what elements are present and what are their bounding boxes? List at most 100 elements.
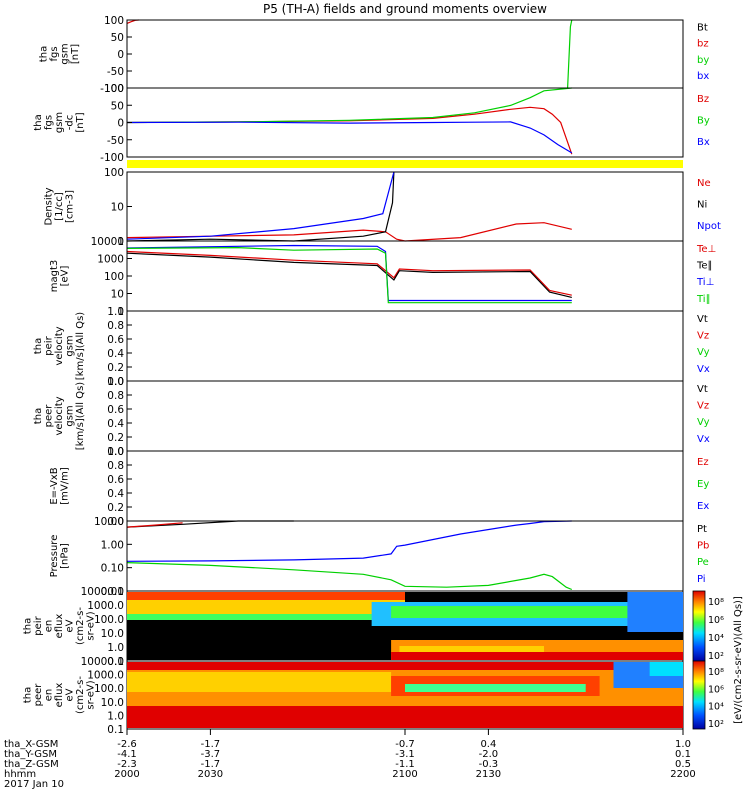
time-tick-label: 2100 (392, 769, 417, 780)
legend-Vt: Vt (697, 384, 708, 395)
series-Ti⊥ (126, 244, 572, 302)
legend-Ni: Ni (697, 200, 707, 211)
legend-Vz: Vz (697, 401, 709, 412)
panel-peer_velocity: 1.0 0.8 0.6 0.4 0.2 0.0 tha peer velocity gsm [km/… (33, 376, 710, 458)
y-tick-label: 100 (104, 83, 124, 95)
time-tick-label: -1.1 (395, 759, 415, 770)
legend-Bx: Bx (697, 137, 710, 148)
legend-Ti⊥: Ti⊥ (696, 277, 714, 288)
y-axis-label: [nT] (70, 44, 81, 64)
peir-yellow-base (399, 646, 544, 652)
y-tick-label: 0.01 (101, 586, 124, 598)
time-tick-label: 2000 (114, 769, 139, 780)
y-axis-label: Density (44, 187, 55, 225)
time-tick-label: -1.7 (201, 759, 221, 770)
legend-Npot: Npot (697, 221, 721, 232)
colorbar-tick-label: 10⁸ (708, 597, 724, 608)
time-tick-label: 1.0 (675, 739, 691, 750)
legend-Vy: Vy (697, 347, 710, 358)
series-bz (126, 19, 139, 24)
time-tick-label: -2.3 (117, 759, 137, 770)
y-axis-label: Pressure (49, 535, 60, 578)
y-axis-label: eflux (54, 614, 65, 639)
y-tick-label: 0.4 (107, 488, 124, 500)
peir-band-high (127, 592, 405, 600)
peer-green-stripe (405, 684, 586, 692)
legend-Te∥: Te∥ (696, 261, 713, 272)
series-Te∥ (126, 252, 572, 298)
y-tick-label: 0.6 (107, 404, 124, 416)
time-tick-label: -2.0 (479, 749, 499, 760)
y-tick-label: -100 (100, 83, 124, 95)
panel-efield: 1.0 0.8 0.6 0.4 0.2 0.0 E=-VxB [mV/m] Ez Ey Ex (49, 446, 710, 528)
y-tick-label: 1.0 (107, 710, 124, 722)
y-axis-label: [1/cc] (54, 192, 65, 221)
panel-frame (126, 450, 684, 522)
legend-Ex: Ex (697, 501, 709, 512)
y-tick-label: 100 (104, 271, 124, 283)
legend-Ez: Ez (697, 457, 709, 468)
series-Pe (126, 562, 573, 591)
y-axis-label: -dc (65, 115, 76, 130)
colorbar-tick-label: 10⁶ (708, 684, 724, 695)
y-tick-label: 10 (111, 202, 124, 214)
y-tick-label: 1 (117, 236, 124, 248)
panel-frame (126, 520, 684, 592)
y-axis-label: velocity (54, 396, 65, 435)
time-tick-label: -0.7 (395, 739, 415, 750)
y-tick-label: 0.6 (107, 474, 124, 486)
y-tick-label: 0.4 (107, 418, 124, 430)
colorbars: 10⁸ 10⁶ 10⁴ 10² 10⁸ 10⁶ 10⁴ 10² [eV/(cm2-s-sr-eV… (692, 590, 744, 730)
y-axis-label: magt3 (49, 260, 60, 293)
y-axis-label: velocity (54, 326, 65, 365)
legend-Ey: Ey (697, 479, 709, 490)
time-axis-row-label: tha_Z-GSM (4, 759, 59, 770)
panel-peir_velocity: 1.0 0.8 0.6 0.4 0.2 0.0 tha peir velocity gsm [km/… (33, 306, 710, 388)
series-Te⊥ (126, 250, 572, 296)
series-Npot (126, 171, 395, 240)
time-tick-label: 2130 (476, 769, 501, 780)
peir-band-low (127, 614, 405, 620)
y-axis-label: [km/s](All Qs) (75, 312, 86, 380)
y-tick-label: 10000.0 (81, 656, 124, 668)
time-tick-label: 0.1 (675, 749, 691, 760)
panel-frame (126, 380, 684, 452)
panel-frame (126, 171, 684, 242)
panel-fgs: 100 50 0 -50 -100 tha fgs gsm [nT] Bt bz by bx (38, 15, 709, 95)
panel-temperature: 10000 1000 100 10 1 magt3 [eV] Te⊥ Te∥ Ti⊥ Ti∥ (49, 236, 717, 318)
time-axis-row-label: hhmm (4, 769, 36, 780)
series-Pi (126, 520, 572, 562)
legend-by: by (697, 55, 709, 66)
y-axis-label: sr-eV) (86, 680, 97, 709)
y-tick-label: 0.0 (107, 376, 124, 388)
panel-frame (126, 19, 684, 89)
y-tick-label: 100 (104, 167, 124, 179)
y-tick-label: -50 (107, 135, 124, 147)
y-tick-label: 0.10 (101, 563, 124, 575)
legend-By: By (697, 116, 710, 127)
y-axis-label: fgs (49, 46, 60, 61)
time-tick-label: 2030 (198, 769, 223, 780)
y-tick-label: 1000.0 (87, 600, 124, 612)
time-tick-label: -3.1 (395, 749, 415, 760)
y-axis-label: [nPa] (59, 543, 70, 569)
y-axis-label: gsm (54, 112, 65, 133)
y-axis-label: en (44, 620, 55, 633)
series-By (126, 87, 572, 124)
y-axis-label: fgs (44, 115, 55, 130)
y-tick-label: 1.0 (107, 376, 124, 388)
colorbar-tick-label: 10² (708, 719, 724, 730)
y-tick-label: 1.0 (107, 642, 124, 654)
y-tick-label: 0.1 (107, 724, 124, 736)
legend-bx: bx (697, 71, 709, 82)
y-tick-label: 10000 (91, 236, 124, 248)
y-axis-label: tha (33, 114, 44, 130)
y-axis-label: eV (65, 688, 76, 701)
panel-fgs_dc: 100 50 0 -50 -100 tha fgs gsm -dc [nT] Bz By Bx (33, 83, 710, 164)
y-tick-label: 0 (117, 49, 124, 61)
series-Ti∥ (126, 246, 572, 304)
colorbar-tick-label: 10² (708, 651, 724, 662)
y-axis-label: [nT] (75, 112, 86, 132)
